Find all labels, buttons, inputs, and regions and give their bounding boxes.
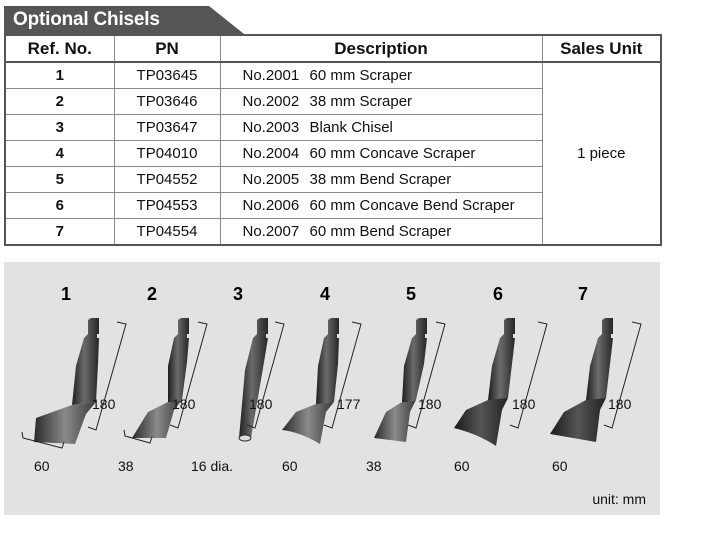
model-name: Blank Chisel [309,119,393,136]
header-ref-no: Ref. No. [4,34,115,63]
header-pn: PN [113,34,221,63]
pn-cell: TP04010 [113,140,221,167]
ref-cell: 7 [4,218,115,246]
illustration-number: 7 [578,284,589,304]
model-name: 38 mm Bend Scraper [309,171,452,188]
model-number: No.2007 [242,223,300,240]
description-cell: No.2007 60 mm Bend Scraper [219,218,543,246]
sales-unit-cell: 1 piece [541,61,662,246]
length-dimension: 180 [92,396,116,412]
width-dimension: 60 [34,458,50,474]
model-number: No.2006 [242,197,300,214]
description-cell: No.2002 38 mm Scraper [219,88,543,115]
width-dimension: 60 [282,458,298,474]
section-title: Optional Chisels [13,9,160,30]
chisel-5-drawing [374,318,446,442]
pn-cell: TP03646 [113,88,221,115]
title-tab-shape [4,6,244,34]
model-name: 60 mm Concave Scraper [309,145,476,162]
illustration-number: 1 [61,284,72,304]
table-row: 2 TP03646 No.2002 38 mm Scraper [4,88,661,115]
description-cell: No.2006 60 mm Concave Bend Scraper [219,192,543,219]
description-cell: No.2001 60 mm Scraper [219,61,543,89]
ref-cell: 6 [4,192,115,219]
width-dimension: 16 dia. [191,458,234,474]
ref-cell: 5 [4,166,115,193]
pn-cell: TP04553 [113,192,221,219]
pn-cell: TP03645 [113,61,221,89]
table-row: 4 TP04010 No.2004 60 mm Concave Scraper [4,140,661,167]
length-dimension: 180 [172,396,196,412]
illustration-number: 3 [233,284,244,304]
model-number: No.2003 [242,119,300,136]
ref-cell: 2 [4,88,115,115]
unit-note: unit: mm [592,491,646,507]
model-name: 38 mm Scraper [309,93,413,110]
section-title-tab: Optional Chisels [4,6,244,34]
ref-cell: 4 [4,140,115,167]
illustration-number: 4 [320,284,331,304]
pn-cell: TP04552 [113,166,221,193]
table-row: 3 TP03647 No.2003 Blank Chisel [4,114,661,141]
chisel-7-drawing [550,318,642,442]
width-dimension: 38 [366,458,382,474]
length-dimension: 180 [512,396,536,412]
header-sales-unit: Sales Unit [541,34,662,63]
model-name: 60 mm Scraper [309,67,413,84]
pn-cell: TP04554 [113,218,221,246]
illustration-number: 2 [147,284,158,304]
table-row: 7 TP04554 No.2007 60 mm Bend Scraper [4,218,661,246]
chisel-1-drawing [21,318,127,449]
length-dimension: 177 [337,396,361,412]
ref-cell: 3 [4,114,115,141]
model-name: 60 mm Concave Bend Scraper [309,197,515,214]
header-description: Description [219,34,543,63]
description-cell: No.2003 Blank Chisel [219,114,543,141]
chisel-table: Ref. No. PN Description Sales Unit 1 TP0… [4,34,662,246]
model-number: No.2002 [242,93,300,110]
model-number: No.2001 [242,67,300,84]
model-name: 60 mm Bend Scraper [309,223,452,240]
chisel-4-drawing [282,318,362,444]
chisel-6-drawing [454,318,548,446]
illustration-number: 5 [406,284,417,304]
width-dimension: 60 [552,458,568,474]
illustration-number: 6 [493,284,504,304]
table-row: 6 TP04553 No.2006 60 mm Concave Bend Scra… [4,192,661,219]
length-dimension: 180 [418,396,442,412]
table-row: 1 TP03645 No.2001 60 mm Scraper 1 piece [4,61,662,246]
length-dimension: 180 [608,396,632,412]
model-number: No.2005 [242,171,300,188]
chisel-3-drawing [238,318,285,442]
chisel-2-drawing [123,318,208,444]
pn-cell: TP03647 [113,114,221,141]
chisel-drawings [21,318,642,449]
width-dimension: 60 [454,458,470,474]
width-dimension: 38 [118,458,134,474]
length-dimension: 180 [249,396,273,412]
table-header-row: Ref. No. PN Description Sales Unit [4,34,662,63]
ref-cell: 1 [4,61,115,89]
chisel-illustration-panel: 1 2 3 4 5 6 7 180 180 180 177 180 180 18… [4,262,660,515]
model-number: No.2004 [242,145,300,162]
description-cell: No.2005 38 mm Bend Scraper [219,166,543,193]
description-cell: No.2004 60 mm Concave Scraper [219,140,543,167]
